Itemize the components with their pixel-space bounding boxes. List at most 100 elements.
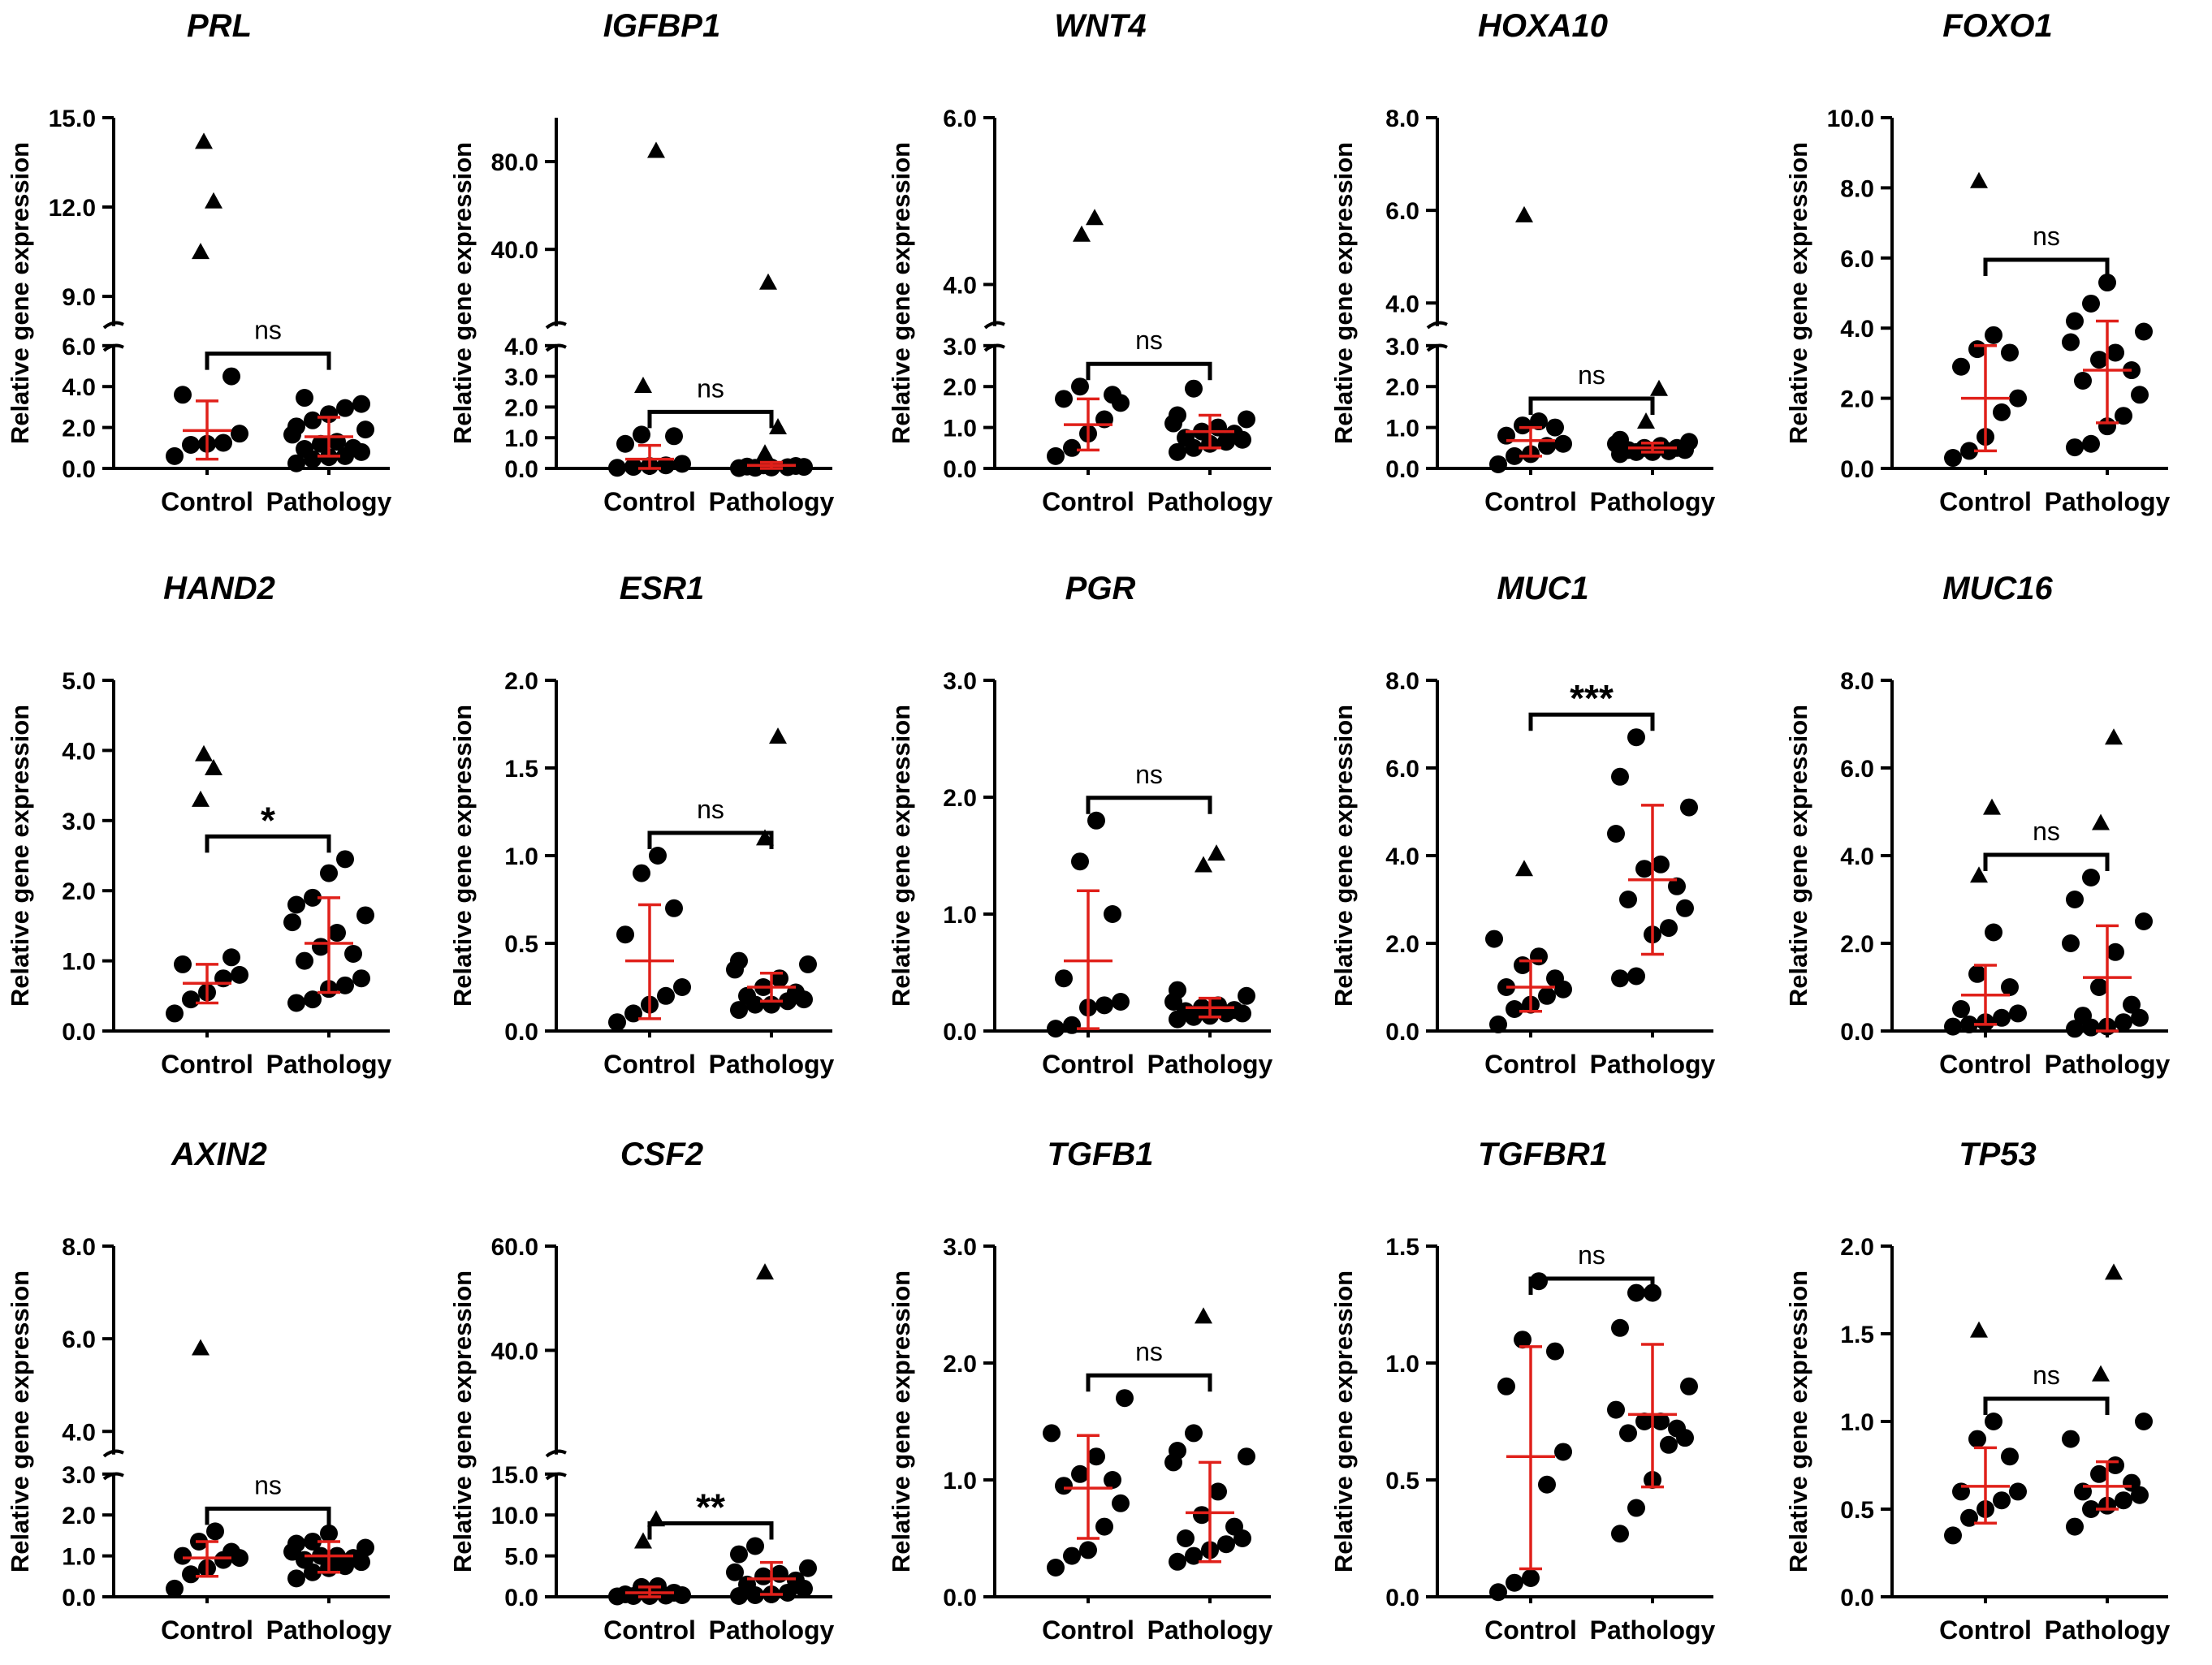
outlier-point	[1970, 171, 1988, 188]
y-tick-label: 0.0	[1385, 1585, 1419, 1611]
y-tick-label: 2.0	[62, 416, 96, 442]
significance-label: ns	[254, 316, 282, 345]
y-tick-label: 2.0	[1385, 374, 1419, 401]
y-tick-label: 0.0	[62, 1585, 96, 1611]
data-point	[2062, 333, 2080, 352]
data-point	[738, 986, 756, 1005]
x-tick-label: Control	[1042, 1615, 1134, 1645]
outlier-point	[647, 141, 665, 158]
outlier-point	[195, 132, 213, 149]
significance-bracket	[1983, 257, 2110, 277]
y-tick-label: 4.0	[62, 738, 96, 765]
data-point	[304, 411, 322, 429]
data-point	[673, 455, 691, 473]
x-tick-label: Pathology	[266, 1615, 392, 1645]
data-point	[1554, 434, 1572, 453]
significance-bracket	[1086, 361, 1212, 381]
data-point	[1660, 1435, 1678, 1454]
significance-bracket	[205, 352, 331, 370]
y-axis-label: Relative gene expression	[1329, 1270, 1358, 1572]
x-tick-label: Control	[1042, 1050, 1134, 1079]
y-tick-label: 2.0	[504, 395, 538, 421]
data-point	[1238, 1447, 1255, 1466]
x-tick-label: Pathology	[2045, 487, 2171, 516]
data-point	[174, 386, 192, 404]
panel-title: WNT4	[1054, 8, 1146, 44]
data-point	[1177, 1529, 1195, 1547]
data-point	[304, 888, 322, 907]
data-point	[287, 417, 305, 436]
significance-bracket	[647, 409, 774, 429]
panel-csf2: CSF2 Relative gene expression 0.0 5.0 10.0 15…	[448, 1137, 835, 1645]
data-point	[1680, 798, 1698, 817]
data-point	[616, 1585, 634, 1603]
data-point	[336, 399, 354, 417]
significance-label: ns	[2033, 222, 2060, 251]
data-point	[1225, 425, 1243, 443]
data-point	[287, 895, 305, 914]
data-point	[633, 864, 650, 882]
panel-tp53: TP53 Relative gene expression 0.0 0.5 1.0 1.5…	[1784, 1137, 2171, 1645]
data-point	[1506, 1000, 1523, 1018]
y-tick-label: 3.0	[1385, 334, 1419, 360]
data-point	[1177, 429, 1195, 447]
data-point	[1112, 993, 1130, 1011]
significance-label: ns	[2033, 1361, 2060, 1390]
data-point	[1185, 1424, 1203, 1443]
data-point	[2009, 389, 2027, 408]
data-point	[1985, 1413, 2002, 1430]
outlier-point	[1970, 1321, 1988, 1338]
x-tick-label: Control	[1042, 487, 1134, 516]
panel-title: TP53	[1959, 1137, 2037, 1172]
data-point	[2082, 1500, 2100, 1518]
data-point	[231, 425, 248, 443]
data-point	[1169, 1442, 1186, 1460]
outlier-point	[192, 243, 210, 260]
data-point	[1095, 1517, 1113, 1536]
outlier-point	[634, 1532, 652, 1549]
y-tick-label: 1.0	[504, 843, 538, 870]
significance-bracket	[1086, 796, 1212, 814]
y-tick-label: 0.5	[504, 931, 538, 958]
y-tick-label: 0.0	[1840, 1585, 1874, 1611]
x-tick-label: Pathology	[1590, 487, 1716, 516]
data-point	[1063, 1016, 1081, 1034]
y-tick-label: 3.0	[62, 1462, 96, 1489]
data-point	[1514, 1331, 1532, 1349]
data-point	[2066, 1517, 2084, 1536]
outlier-point	[2092, 813, 2110, 830]
data-point	[2135, 912, 2153, 930]
significance-label: ns	[1135, 326, 1163, 355]
significance-bracket	[647, 1521, 774, 1540]
y-tick-label: 0.0	[943, 456, 977, 483]
data-point	[182, 436, 200, 455]
data-point	[336, 976, 354, 994]
data-point	[1619, 1424, 1637, 1443]
y-tick-label: 1.0	[62, 949, 96, 976]
data-point	[1680, 1377, 1698, 1395]
data-point	[1087, 811, 1105, 830]
x-tick-label: Pathology	[1590, 1050, 1716, 1079]
data-point	[304, 1532, 322, 1551]
data-point	[2123, 1473, 2141, 1492]
panel-axin2: AXIN2 Relative gene expression 0.0 1.0 2.0 3.…	[6, 1137, 392, 1645]
y-tick-label: 6.0	[1840, 246, 1874, 273]
data-point	[287, 994, 305, 1012]
panel-title: FOXO1	[1942, 8, 2053, 44]
data-point	[657, 456, 675, 475]
y-tick-label: 1.0	[943, 1468, 977, 1495]
data-point	[1104, 386, 1121, 404]
data-point	[287, 1534, 305, 1553]
data-point	[1538, 986, 1556, 1005]
panel-title: PGR	[1065, 571, 1136, 606]
data-point	[624, 458, 642, 477]
data-point	[1985, 326, 2002, 344]
outlier-point	[634, 376, 652, 393]
outlier-point	[1515, 205, 1533, 222]
x-tick-label: Control	[1484, 1050, 1577, 1079]
y-tick-label: 0.0	[1385, 456, 1419, 483]
x-tick-label: Pathology	[709, 487, 835, 516]
y-tick-label: 4.0	[1385, 291, 1419, 317]
outlier-point	[1086, 209, 1104, 226]
y-tick-label: 0.0	[504, 456, 538, 483]
